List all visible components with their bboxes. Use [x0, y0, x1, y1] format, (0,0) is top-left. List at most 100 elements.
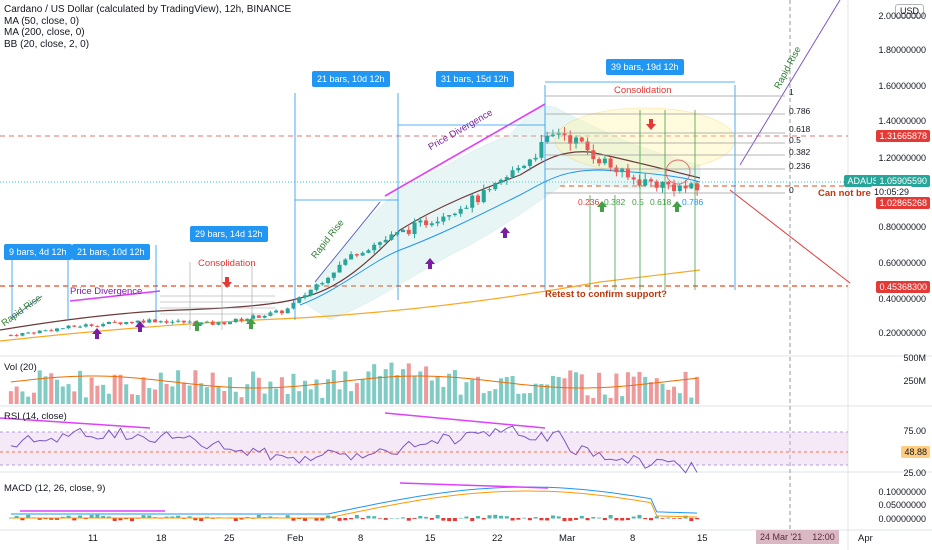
candle[interactable] — [285, 308, 290, 314]
candle[interactable] — [297, 297, 302, 303]
volume-bar[interactable] — [539, 383, 544, 404]
volume-bar[interactable] — [72, 391, 77, 404]
macd-pane-label[interactable]: MACD (12, 26, close, 9) — [4, 483, 106, 494]
candle[interactable] — [95, 325, 100, 327]
ma50-legend[interactable]: MA (50, close, 0) — [4, 15, 80, 27]
volume-bar[interactable] — [660, 383, 665, 404]
volume-bar[interactable] — [643, 376, 648, 404]
candle[interactable] — [389, 234, 394, 240]
candle[interactable] — [470, 195, 475, 208]
candle[interactable] — [31, 332, 36, 334]
volume-bar[interactable] — [54, 379, 60, 404]
volume-bar[interactable] — [343, 371, 348, 404]
candle[interactable] — [573, 137, 579, 144]
volume-bar[interactable] — [274, 388, 279, 404]
candle[interactable] — [424, 220, 429, 226]
volume-bar[interactable] — [354, 383, 359, 404]
candle[interactable] — [222, 322, 227, 325]
volume-bar[interactable] — [49, 373, 54, 404]
candle[interactable] — [78, 326, 83, 328]
candle[interactable] — [510, 170, 515, 178]
candle[interactable] — [349, 254, 354, 260]
candle[interactable] — [660, 181, 665, 188]
candle[interactable] — [60, 328, 65, 330]
candle[interactable] — [181, 320, 186, 323]
volume-bar[interactable] — [31, 392, 36, 404]
candle[interactable] — [545, 135, 550, 142]
volume-bar[interactable] — [545, 384, 550, 404]
candle[interactable] — [666, 181, 671, 185]
candle[interactable] — [204, 321, 209, 323]
volume-bar[interactable] — [533, 383, 538, 404]
volume-bar[interactable] — [568, 370, 573, 404]
candle[interactable] — [556, 133, 561, 135]
volume-bar[interactable] — [493, 389, 498, 404]
volume-bar[interactable] — [395, 375, 400, 404]
candle[interactable] — [412, 222, 417, 235]
volume-bar[interactable] — [43, 376, 48, 404]
volume-bar[interactable] — [562, 378, 567, 404]
volume-bar[interactable] — [101, 384, 106, 404]
volume-bar[interactable] — [620, 396, 625, 404]
candle[interactable] — [689, 183, 694, 189]
volume-bar[interactable] — [129, 394, 135, 404]
candle[interactable] — [326, 277, 331, 284]
volume-bar[interactable] — [37, 370, 42, 404]
volume-bar[interactable] — [26, 396, 31, 404]
volume-bar[interactable] — [366, 371, 371, 404]
candle[interactable] — [210, 321, 215, 325]
candle[interactable] — [504, 177, 509, 180]
volume-bar[interactable] — [233, 391, 238, 404]
volume-bar[interactable] — [597, 372, 602, 404]
volume-bar[interactable] — [470, 379, 475, 404]
volume-bar[interactable] — [222, 390, 227, 404]
volume-bar[interactable] — [377, 375, 382, 404]
volume-bar[interactable] — [504, 376, 509, 404]
volume-bar[interactable] — [441, 386, 446, 404]
candle[interactable] — [245, 318, 250, 321]
candle[interactable] — [43, 330, 48, 332]
candle[interactable] — [637, 179, 642, 186]
candle[interactable] — [493, 182, 498, 190]
volume-bar[interactable] — [106, 393, 111, 404]
volume-bar[interactable] — [689, 397, 694, 404]
volume-bar[interactable] — [337, 389, 342, 404]
candle[interactable] — [291, 302, 296, 309]
candle[interactable] — [314, 284, 319, 290]
candle[interactable] — [153, 319, 158, 323]
volume-bar[interactable] — [268, 381, 273, 404]
volume-bar[interactable] — [602, 394, 607, 404]
volume-bar[interactable] — [124, 384, 129, 404]
candle[interactable] — [372, 244, 377, 251]
candle[interactable] — [383, 239, 388, 243]
candle[interactable] — [170, 321, 175, 323]
candle[interactable] — [199, 322, 204, 325]
volume-bar[interactable] — [464, 382, 469, 404]
volume-bar[interactable] — [654, 378, 659, 404]
rsi-pane-label[interactable]: RSI (14, close) — [4, 411, 67, 422]
candle[interactable] — [562, 133, 567, 136]
volume-bar[interactable] — [695, 376, 700, 404]
candle[interactable] — [464, 207, 469, 209]
candle[interactable] — [129, 322, 135, 324]
volume-bar[interactable] — [527, 393, 532, 404]
volume-bar[interactable] — [435, 376, 440, 404]
candle[interactable] — [72, 325, 77, 327]
volume-bar[interactable] — [458, 394, 463, 404]
candle[interactable] — [66, 325, 71, 329]
candle[interactable] — [262, 315, 267, 318]
candle[interactable] — [233, 318, 238, 323]
volume-bar[interactable] — [256, 377, 261, 404]
candle[interactable] — [54, 328, 60, 332]
candle[interactable] — [331, 272, 336, 278]
volume-bar[interactable] — [556, 376, 561, 404]
candle[interactable] — [418, 220, 423, 223]
candle[interactable] — [400, 229, 406, 233]
candle[interactable] — [406, 229, 411, 235]
candle[interactable] — [89, 324, 94, 326]
volume-bar[interactable] — [648, 382, 654, 404]
volume-bar[interactable] — [245, 384, 250, 404]
candle[interactable] — [135, 320, 140, 323]
candle[interactable] — [124, 322, 129, 325]
